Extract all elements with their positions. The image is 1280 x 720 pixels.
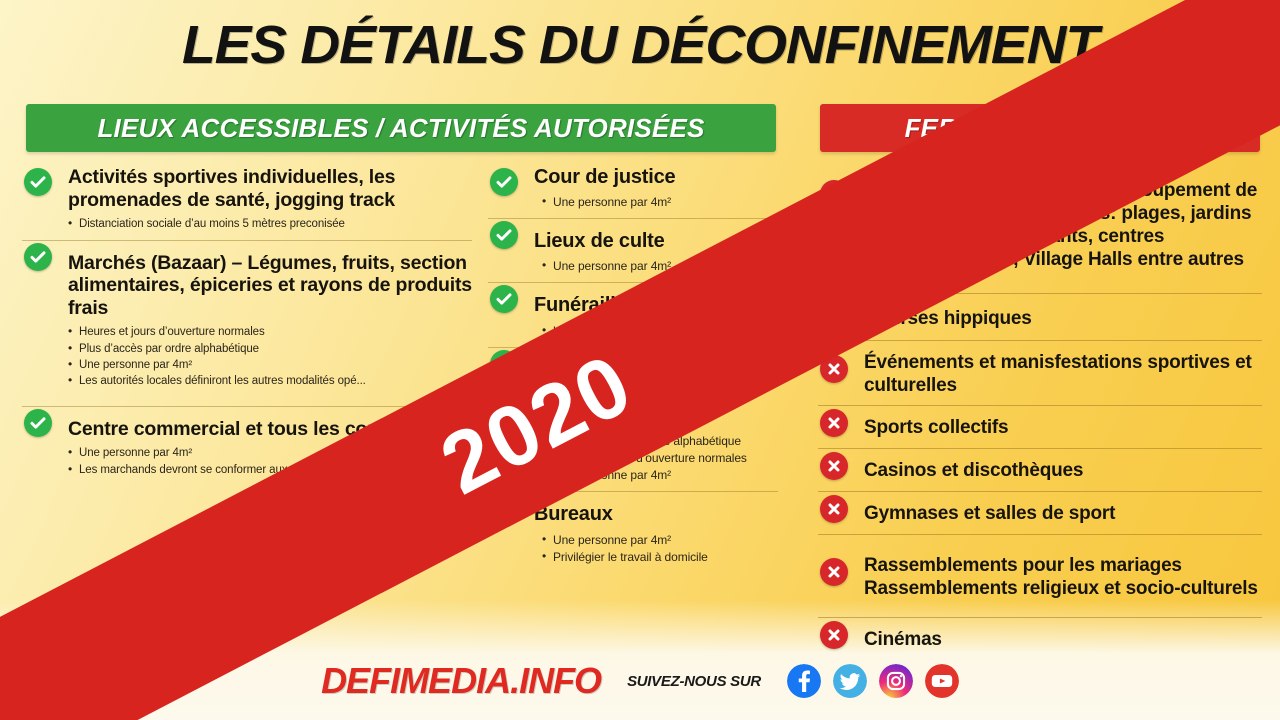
detail-line: Distanciation sociale d’au moins 5 mètre…: [68, 215, 472, 232]
list-item: Marchés (Bazaar) – Légumes, fruits, sect…: [22, 239, 472, 390]
list-item-details: Une personne par 4m² Privilégier le trav…: [542, 530, 778, 566]
allowed-section-header: LIEUX ACCESSIBLES / ACTIVITÉS AUTORISÉES: [26, 104, 776, 152]
cross-circle-icon: [820, 495, 848, 524]
list-item: Gymnases et salles de sport: [818, 490, 1262, 527]
check-circle-icon: [490, 221, 518, 250]
cross-circle-icon: [820, 621, 848, 650]
detail-line: Une personne par 4m²: [542, 530, 778, 549]
detail-line: Heures et jours d’ouverture normales: [68, 323, 472, 340]
list-item: Sports collectifs: [818, 404, 1262, 441]
list-item: Casinos et discothèques: [818, 447, 1262, 484]
detail-line: Privilégier le travail à domicile: [542, 548, 778, 566]
list-item-title: Gymnases et salles de sport: [864, 503, 1116, 525]
check-circle-icon: [24, 242, 52, 271]
detail-line: Une personne par 4m²: [68, 356, 472, 373]
cross-circle-icon: [820, 558, 848, 587]
twitter-icon[interactable]: [832, 664, 867, 698]
list-item: Cour de justice Une personne par 4m²: [488, 166, 778, 211]
check-circle-icon: [24, 168, 52, 196]
youtube-icon[interactable]: [924, 664, 959, 698]
detail-line: Une personne par 4m²: [542, 257, 778, 275]
list-item-title: Lieux de culte: [534, 230, 665, 253]
list-item: Événements et manisfestations sportives …: [818, 340, 1262, 398]
list-item-details: Une personne par 4m² Les marchands devro…: [68, 444, 472, 478]
list-item-details: Une personne par 4m²: [542, 193, 778, 211]
list-item-title: Activités sportives individuelles, les p…: [68, 166, 396, 211]
check-circle-icon: [490, 168, 518, 196]
list-item-title: Rassemblements pour les mariages Rassemb…: [864, 554, 1258, 599]
poster-title-area: LES DÉTAILS DU DÉCONFINEMENT: [0, 14, 1280, 76]
check-circle-icon: [24, 408, 52, 437]
detail-line: Une personne par 4m²: [68, 444, 472, 461]
detail-line: Les autorités locales définiront les aut…: [68, 372, 472, 389]
list-item: Rassemblements pour les mariages Rassemb…: [818, 533, 1262, 610]
list-item: Lieux de culte Une personne par 4m²: [488, 218, 778, 275]
check-circle-icon: [490, 285, 518, 314]
list-item-title: Marchés (Bazaar) – Légumes, fruits, sect…: [68, 251, 472, 319]
list-item-title: Événements et manisfestations sportives …: [864, 352, 1252, 396]
list-item: Cinémas: [818, 616, 1262, 653]
poster-footer: DEFIMEDIA.INFO SUIVEZ-NOUS SUR: [0, 660, 1280, 702]
list-item-title: Casinos et discothèques: [864, 460, 1084, 482]
allowed-section-header-label: LIEUX ACCESSIBLES / ACTIVITÉS AUTORISÉES: [97, 112, 705, 143]
detail-line: Plus d’accès par ordre alphabétique: [68, 340, 472, 357]
list-item-title: Cour de justice: [534, 166, 676, 188]
cross-circle-icon: [820, 409, 848, 438]
list-item-title: Cinémas: [864, 629, 942, 651]
detail-line: Une personne par 4m²: [542, 193, 778, 211]
facebook-icon[interactable]: [786, 664, 821, 698]
list-item: Activités sportives individuelles, les p…: [22, 166, 472, 233]
social-links: [786, 664, 959, 698]
brand-logo: DEFIMEDIA.INFO: [321, 660, 602, 701]
list-item-details: Heures et jours d’ouverture normales Plu…: [68, 323, 472, 389]
detail-line: Les marchands devront se conformer aux .…: [68, 461, 472, 478]
instagram-icon[interactable]: [878, 664, 913, 698]
list-item-details: Distanciation sociale d’au moins 5 mètre…: [68, 215, 472, 232]
cross-circle-icon: [820, 452, 848, 481]
list-item-title: Bureaux: [534, 503, 613, 526]
follow-us-label: SUIVEZ-NOUS SUR: [627, 672, 761, 690]
allowed-column-left: Activités sportives individuelles, les p…: [22, 166, 472, 485]
list-item-title: Sports collectifs: [864, 417, 1009, 439]
page-title: LES DÉTAILS DU DÉCONFINEMENT: [182, 15, 1099, 75]
list-item-details: Une personne par 4m²: [542, 257, 778, 275]
